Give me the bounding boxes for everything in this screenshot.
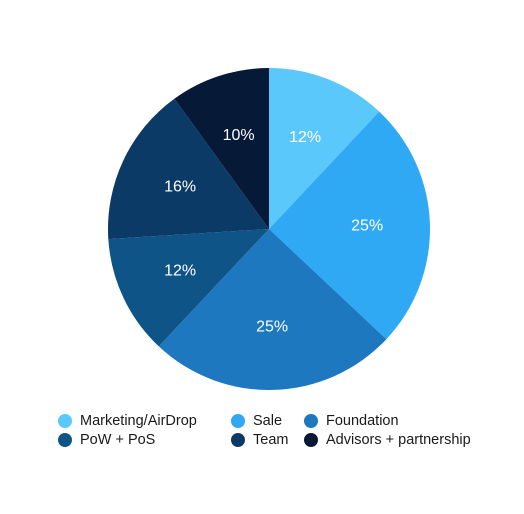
legend-label-marketing-airdrop: Marketing/AirDrop	[80, 413, 197, 429]
pie-slices	[108, 68, 431, 391]
legend-label-advisors-partnership: Advisors + partnership	[326, 432, 471, 448]
legend-swatch-team	[231, 433, 245, 447]
pie-slice-advisors-partnership	[174, 68, 269, 229]
pie-slice-team	[108, 98, 269, 240]
legend-swatch-advisors-partnership	[304, 433, 318, 447]
chart-legend: Marketing/AirDrop Sale Foundation PoW + PoS…	[58, 413, 471, 448]
legend-label-foundation: Foundation	[326, 413, 399, 429]
legend-swatch-pow-pos	[58, 433, 72, 447]
slice-label-foundation: 25%	[256, 319, 288, 336]
legend-label-team: Team	[253, 432, 288, 448]
legend-swatch-marketing-airdrop	[58, 414, 72, 428]
pie-slice-marketing-airdrop	[269, 68, 380, 229]
legend-swatch-sale	[231, 414, 245, 428]
slice-label-advisors-partnership: 10%	[223, 127, 255, 144]
slice-label-marketing-airdrop: 12%	[289, 129, 321, 146]
pie-slice-pow-pos	[108, 229, 270, 347]
legend-swatch-foundation	[304, 414, 318, 428]
pie-slice-sale	[269, 111, 431, 340]
slice-label-pow-pos: 12%	[164, 262, 196, 279]
pie-slice-labels: 12% 25% 25% 12% 16% 10%	[164, 127, 383, 336]
legend-label-pow-pos: PoW + PoS	[80, 432, 155, 448]
slice-label-sale: 25%	[351, 217, 383, 234]
legend-label-sale: Sale	[253, 413, 282, 429]
pie-slice-foundation	[158, 229, 387, 391]
slice-label-team: 16%	[164, 179, 196, 196]
